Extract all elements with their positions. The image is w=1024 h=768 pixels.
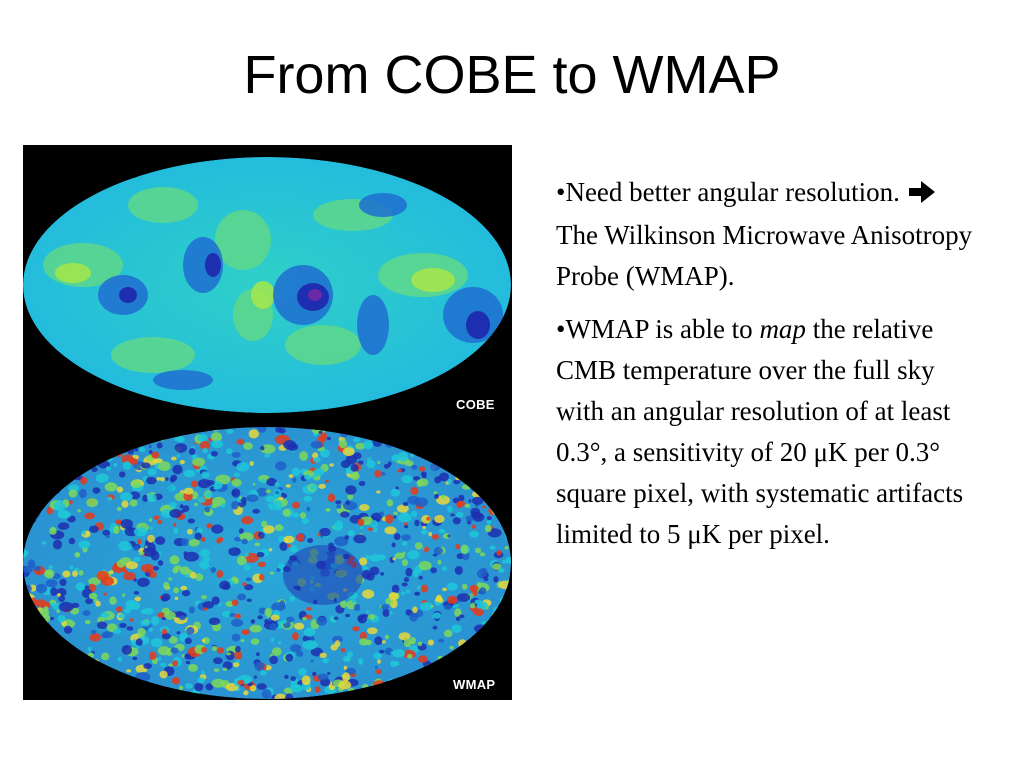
emphasized-word: map bbox=[759, 314, 806, 345]
bullet-text-continued: the relative CMB temperature over the fu… bbox=[556, 314, 964, 550]
bullet-marker: • bbox=[556, 314, 566, 345]
right-arrow-icon bbox=[908, 174, 935, 215]
bullet-list: •Need better angular resolution. The Wil… bbox=[556, 172, 976, 567]
bullet-item: •Need better angular resolution. The Wil… bbox=[556, 172, 976, 297]
wmap-map bbox=[23, 427, 511, 699]
bullet-marker: • bbox=[556, 177, 566, 207]
cobe-map bbox=[23, 157, 511, 413]
bullet-text: WMAP is able to bbox=[565, 314, 753, 345]
wmap-label: WMAP bbox=[453, 677, 496, 692]
sky-maps-image bbox=[23, 157, 511, 699]
slide-title: From COBE to WMAP bbox=[243, 45, 781, 105]
cobe-label: COBE bbox=[456, 397, 495, 412]
bullet-text-continued: The Wilkinson Microwave Anisotropy Probe… bbox=[556, 220, 973, 292]
sky-maps-figure: COBE WMAP bbox=[23, 145, 512, 700]
bullet-text: Need better angular resolution. bbox=[565, 177, 900, 207]
bullet-item: •WMAP is able to map the relative CMB te… bbox=[556, 309, 976, 555]
